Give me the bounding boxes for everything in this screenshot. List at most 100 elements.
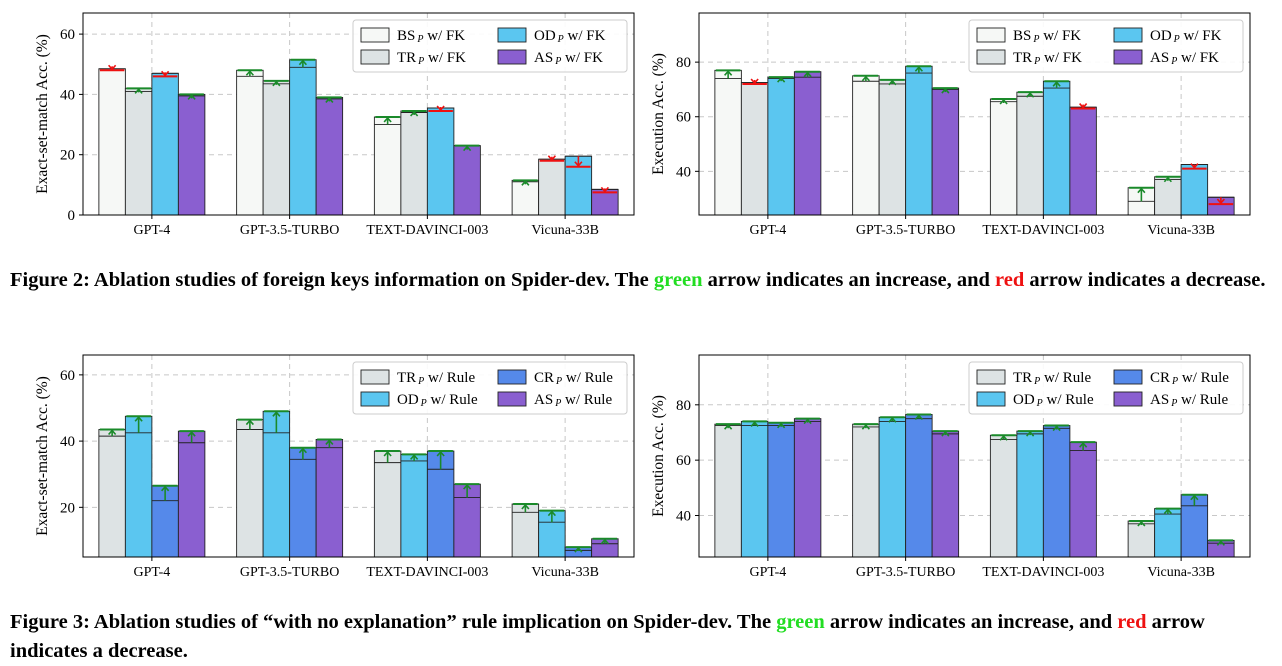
increase-arrow-head (914, 414, 923, 421)
x-tick-label: GPT-4 (749, 223, 786, 238)
increase-arrow-head (1079, 441, 1088, 448)
legend-swatch (497, 49, 527, 65)
y-tick-label: 40 (676, 164, 691, 180)
increase-arrow-head (888, 417, 897, 423)
bar (1180, 164, 1209, 216)
bar (177, 93, 206, 216)
bar (151, 72, 179, 216)
bar (373, 450, 402, 558)
bar (931, 430, 960, 558)
figure-3-caption: Figure 3: Ablation studies of “with no e… (10, 608, 1272, 666)
legend-box (968, 361, 1244, 415)
y-tick-label: 40 (676, 508, 691, 524)
bar (714, 69, 742, 216)
bar (511, 179, 540, 216)
legend-swatch (976, 369, 1006, 385)
increase-arrow-head (999, 435, 1008, 441)
increase-arrow-head (272, 411, 281, 417)
rule-exact-match-chart: 20 40 60 GPT-4 GPT-3.5-TURBO TEXT-DAVINCI-003… (34, 354, 635, 580)
bar (878, 79, 907, 216)
bar (740, 420, 769, 558)
bar (793, 418, 822, 558)
increase-arrow-head (245, 70, 254, 76)
bar (591, 188, 619, 216)
fk-exact-match-chart: 0 20 40 60 GPT-4 GPT-3.5-TURBO TEXT-DAVINCI-00… (34, 12, 635, 238)
y-tick-label: 80 (676, 55, 691, 71)
legend-swatch (1113, 369, 1143, 385)
increase-arrow-head (325, 97, 334, 103)
increase-arrow-head (574, 546, 583, 553)
legend-swatch (497, 369, 527, 385)
legend-entry: OD P w/ Rule (1013, 392, 1094, 409)
legend-swatch (976, 27, 1006, 43)
bar (1127, 520, 1156, 558)
increase-arrow-head (161, 485, 170, 492)
y-tick-label: 60 (60, 368, 75, 384)
increase-arrow-head (410, 110, 419, 117)
legend-entry: OD P w/ Rule (397, 392, 478, 409)
y-tick-label: 20 (60, 148, 75, 164)
caption-text: Figure 2: Ablation studies of foreign ke… (10, 269, 654, 291)
caption-green-word: green (776, 611, 825, 633)
bar (905, 414, 933, 558)
increase-arrow-head (750, 421, 759, 427)
increase-arrow-head (383, 450, 392, 457)
increase-arrow-head (463, 145, 472, 152)
bar (1154, 508, 1182, 558)
increase-arrow-head (1163, 508, 1172, 515)
increase-arrow-head (941, 87, 950, 94)
y-tick-label: 40 (60, 434, 75, 450)
increase-arrow-head (383, 116, 392, 123)
bar (905, 65, 933, 216)
plot-area: 40 60 80 GPT-4 GPT-3.5-TURBO TEXT-DAVINCI-003… (650, 354, 1251, 580)
legend-swatch (360, 369, 390, 385)
decrease-arrow-head (1190, 163, 1199, 169)
increase-arrow-head (1190, 494, 1199, 501)
bar (1042, 80, 1071, 216)
x-tick-label: Vicuna-33B (1147, 223, 1215, 238)
bar (767, 422, 795, 558)
increase-arrow-head (1163, 176, 1172, 183)
decrease-arrow-head (600, 186, 609, 193)
legend-swatch (497, 27, 527, 43)
increase-arrow-head (245, 419, 254, 426)
decrease-arrow-head (161, 70, 170, 77)
bar (538, 158, 566, 216)
increase-arrow-head (777, 422, 786, 429)
legend-entry: AS P w/ Rule (1150, 392, 1228, 409)
legend-swatch (360, 27, 390, 43)
bar (400, 453, 428, 558)
legend-entry: OD P w/ FK (534, 28, 606, 45)
legend-entry: AS P w/ FK (534, 50, 603, 67)
bar (1154, 176, 1182, 216)
legend-swatch (1113, 27, 1143, 43)
x-tick-label: GPT-4 (133, 223, 170, 238)
increase-arrow-head (724, 423, 733, 430)
bar (453, 145, 481, 216)
increase-arrow-head (914, 66, 923, 72)
increase-arrow-head (108, 429, 117, 436)
legend-entry: TR P w/ FK (397, 50, 466, 67)
increase-arrow-head (1026, 91, 1035, 98)
bar (426, 107, 455, 216)
x-tick-label: GPT-3.5-TURBO (240, 223, 339, 238)
plot-frame (698, 12, 1251, 216)
plot-area: 20 40 60 GPT-4 GPT-3.5-TURBO TEXT-DAVINCI-003… (34, 354, 635, 580)
y-tick-label: 20 (60, 500, 75, 516)
y-tick-label: 0 (68, 208, 76, 224)
x-tick-label: GPT-4 (133, 565, 170, 580)
increase-arrow-head (803, 418, 812, 425)
y-axis-label: Execution Acc. (%) (650, 53, 667, 175)
figure-2-caption: Figure 2: Ablation studies of foreign ke… (10, 266, 1272, 295)
increase-arrow-head (861, 423, 870, 430)
legend-entry: TR P w/ Rule (397, 370, 475, 387)
increase-arrow-head (861, 75, 870, 82)
legend-entry: AS P w/ FK (1150, 50, 1219, 67)
bar (262, 80, 291, 216)
bar (989, 98, 1018, 216)
x-tick-label: GPT-4 (749, 565, 786, 580)
caption-red-word: red (995, 269, 1025, 291)
y-axis-label: Exact-set-match Acc. (%) (34, 34, 51, 194)
increase-arrow-head (436, 450, 445, 457)
x-tick-label: Vicuna-33B (531, 565, 599, 580)
